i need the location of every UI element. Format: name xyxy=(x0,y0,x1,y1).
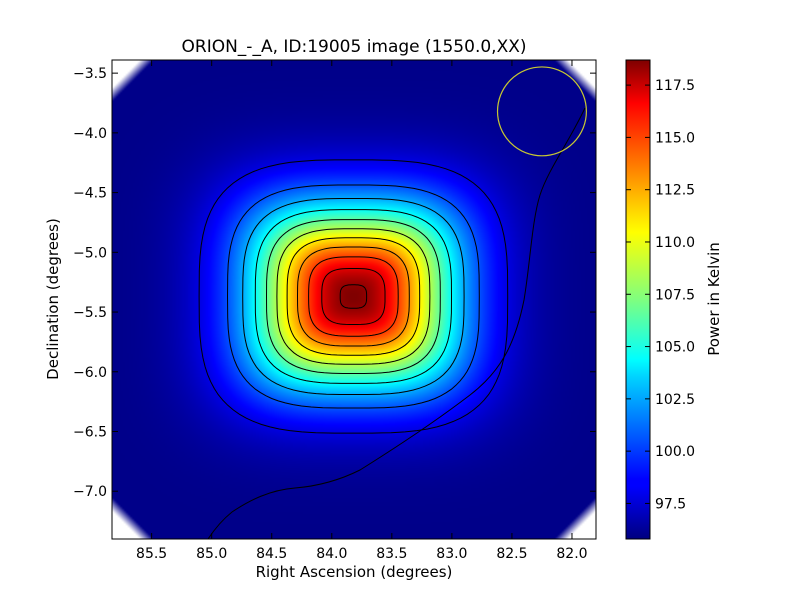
y-axis-ticks: −3.5 −4.0 −4.5 −5.0 −5.5 −6.0 −6.5 −7.0 xyxy=(73,66,596,500)
colorbar-tick-label: 102.5 xyxy=(655,392,695,408)
contour-level-6 xyxy=(286,237,421,356)
x-tick-label: 83.0 xyxy=(436,546,467,562)
x-tick-label: 82.0 xyxy=(556,546,587,562)
y-tick-label: −3.5 xyxy=(73,66,107,82)
colorbar-tick-label: 117.5 xyxy=(655,78,695,94)
x-tick-label: 85.5 xyxy=(136,546,167,562)
contour-level-2 xyxy=(242,198,465,395)
plot-area: 85.5 85.0 84.5 84.0 83.5 83.0 82.5 82.0 −3.5 −4.… xyxy=(73,59,597,562)
colorbar-tick-label: 110.0 xyxy=(655,235,695,251)
outer-contour-line xyxy=(207,107,586,539)
contour-level-3 xyxy=(254,209,452,384)
contour-level-0 xyxy=(198,159,509,434)
contour-level-9 xyxy=(321,268,386,325)
y-tick-label: −6.5 xyxy=(73,424,107,440)
x-tick-label: 84.0 xyxy=(316,546,347,562)
colorbar-label: Power in Kelvin xyxy=(705,242,723,356)
x-tick-label: 85.0 xyxy=(196,546,227,562)
heatmap-image xyxy=(112,60,596,539)
colorbar-gradient xyxy=(625,59,651,540)
x-axis-label: Right Ascension (degrees) xyxy=(256,563,453,581)
colorbar-ticks: 97.5 100.0 102.5 105.0 107.5 110.0 112.5 115.0 1… xyxy=(626,78,695,512)
colorbar-tick-label: 100.0 xyxy=(655,444,695,460)
y-tick-label: −4.0 xyxy=(73,126,107,142)
colorbar-tick-label: 115.0 xyxy=(655,130,695,146)
plot-frame xyxy=(111,59,597,540)
x-tick-label: 84.5 xyxy=(256,546,287,562)
colorbar-tick-label: 105.0 xyxy=(655,340,695,356)
contour-level-4 xyxy=(265,219,441,374)
x-tick-label: 82.5 xyxy=(496,546,527,562)
beam-circle xyxy=(496,66,587,157)
colorbar: 97.5 100.0 102.5 105.0 107.5 110.0 112.5 115.0 1… xyxy=(625,59,723,540)
chart-title: ORION_-_A, ID:19005 image (1550.0,XX) xyxy=(182,37,527,57)
contour-lines xyxy=(198,159,509,434)
x-axis-ticks: 85.5 85.0 84.5 84.0 83.5 83.0 82.5 82.0 xyxy=(136,60,588,562)
colorbar-tick-label: 107.5 xyxy=(655,287,695,303)
colorbar-tick-label: 97.5 xyxy=(655,496,686,512)
y-tick-label: −5.5 xyxy=(73,305,107,321)
contour-level-8 xyxy=(308,256,399,337)
y-tick-label: −5.0 xyxy=(73,245,107,261)
contour-level-7 xyxy=(296,246,410,347)
y-axis-label: Declination (degrees) xyxy=(44,218,62,380)
y-tick-label: −7.0 xyxy=(73,484,107,500)
contour-level-10 xyxy=(339,284,368,309)
colorbar-tick-label: 112.5 xyxy=(655,183,695,199)
contour-level-5 xyxy=(276,228,431,365)
y-tick-label: −6.0 xyxy=(73,365,107,381)
y-tick-label: −4.5 xyxy=(73,186,107,202)
contour-level-1 xyxy=(226,184,480,409)
x-tick-label: 83.5 xyxy=(376,546,407,562)
